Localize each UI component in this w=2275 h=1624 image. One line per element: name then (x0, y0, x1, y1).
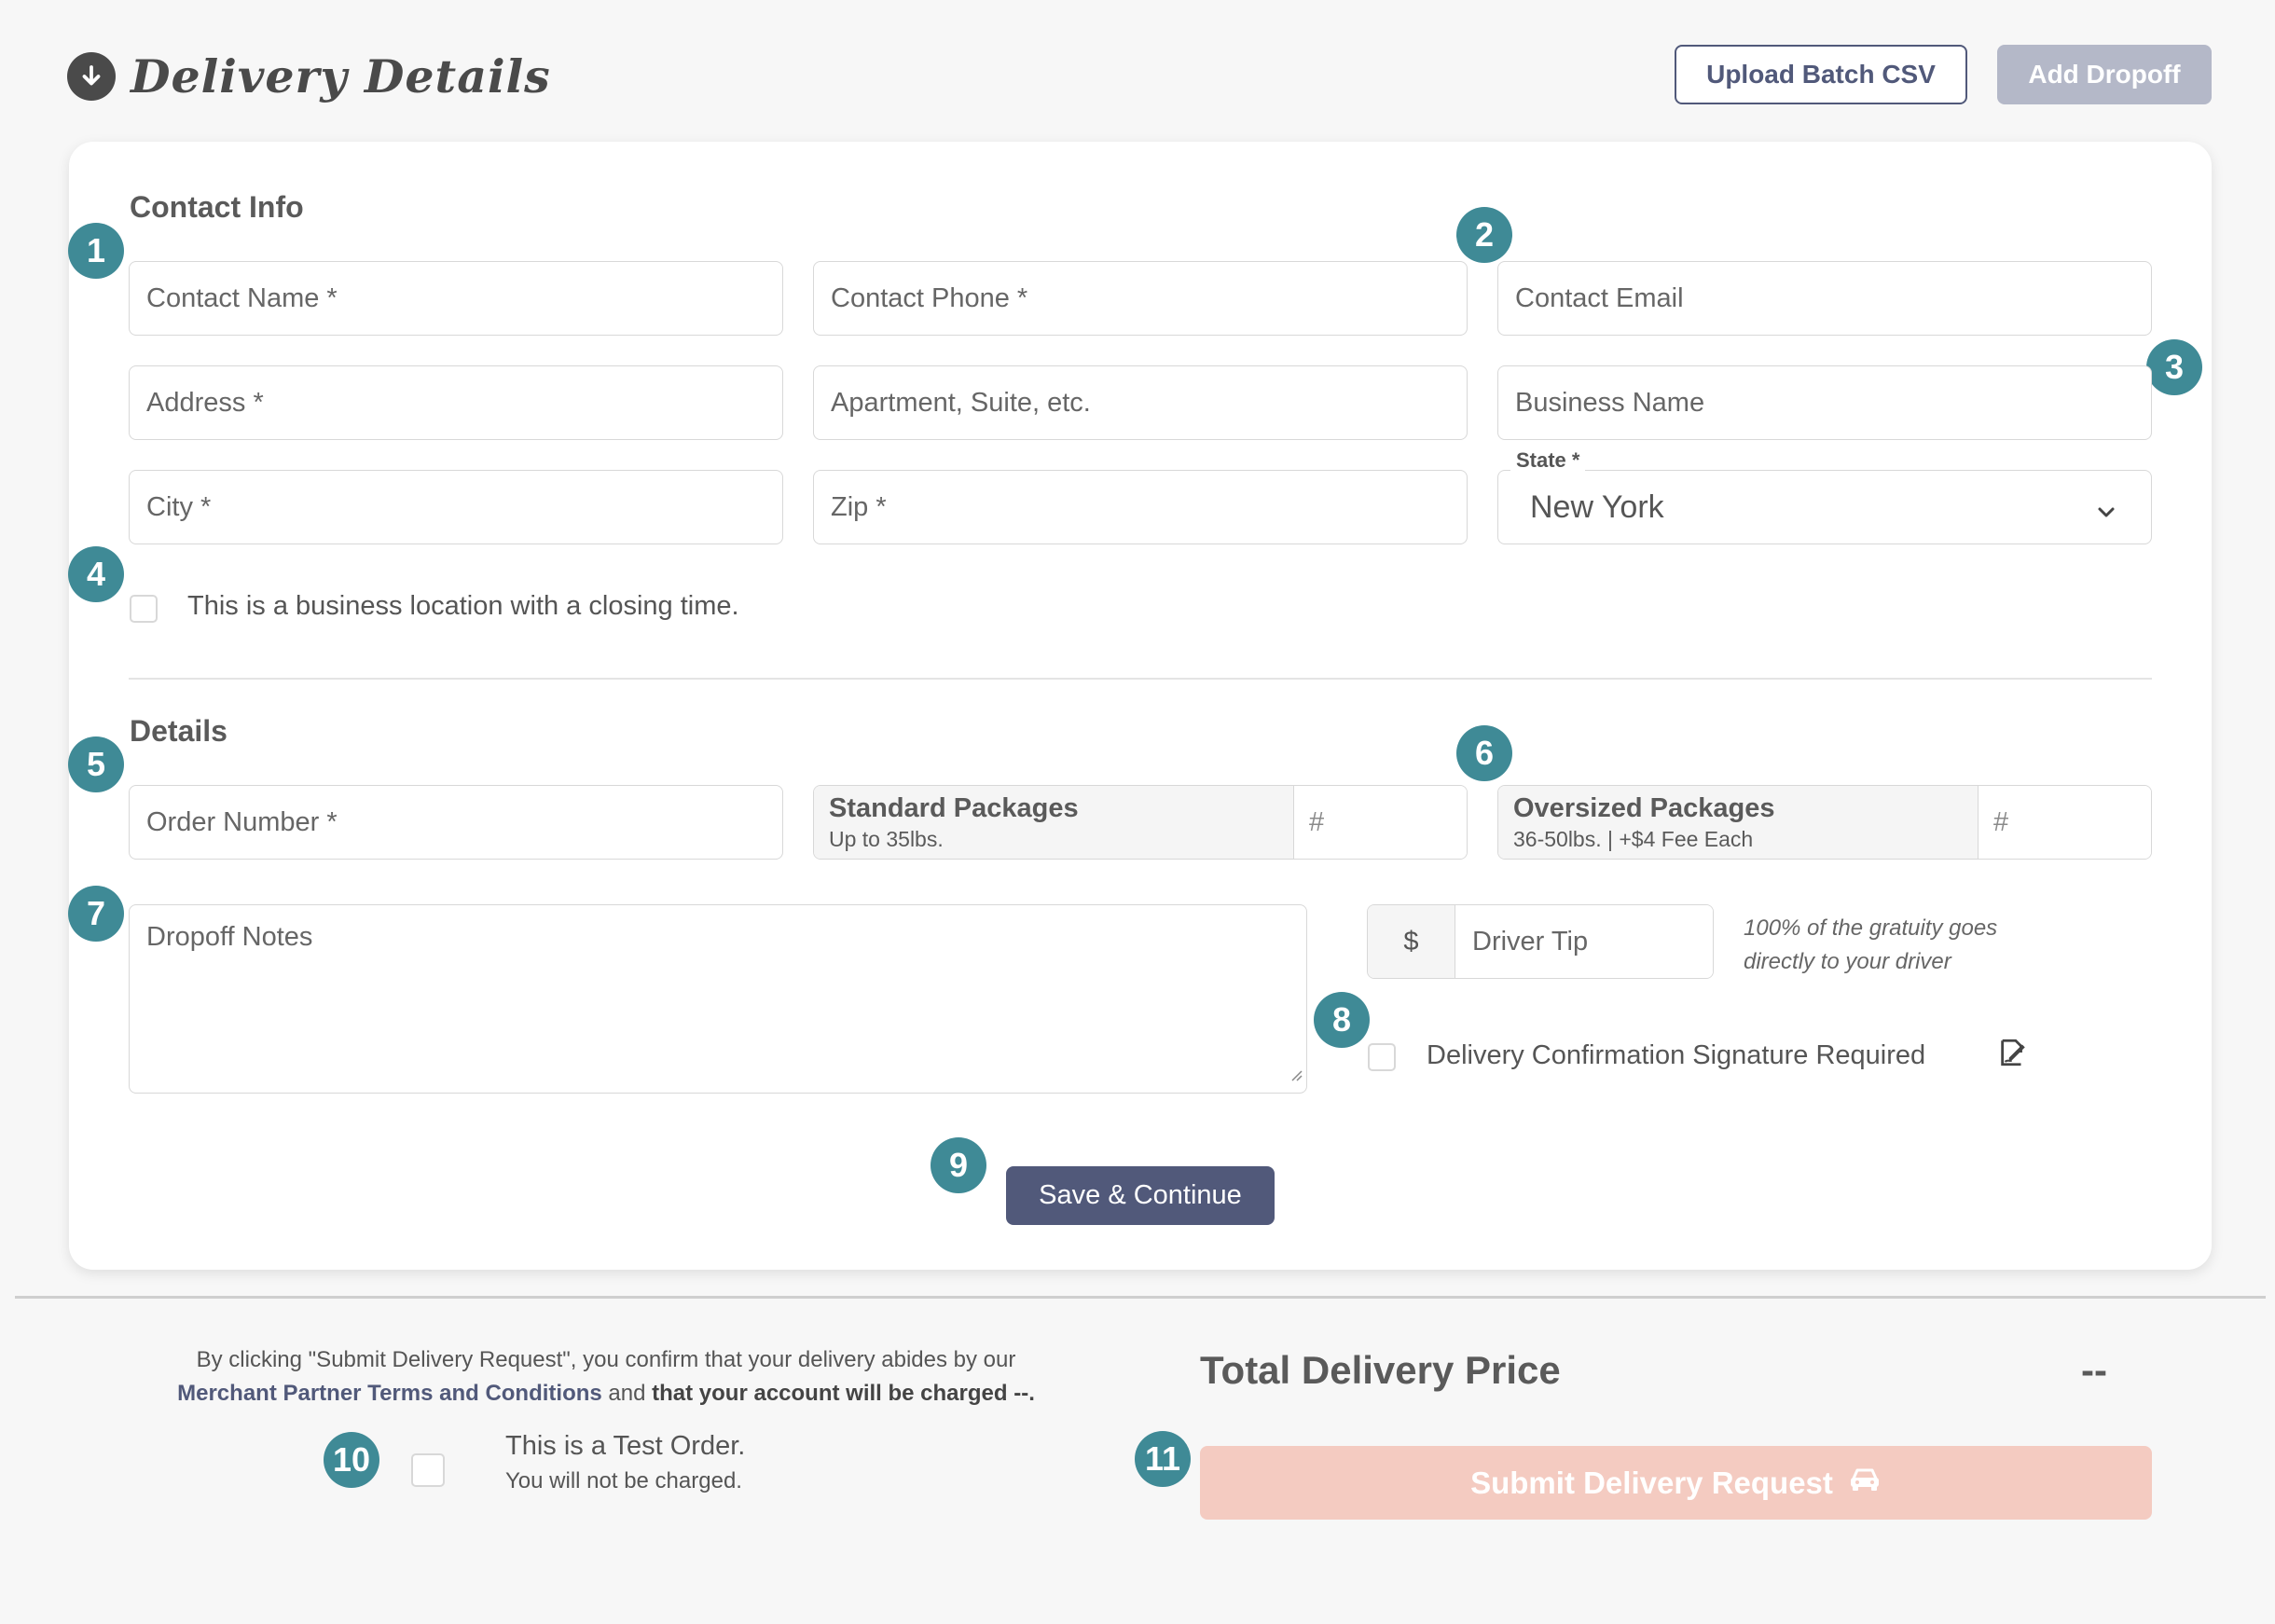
dollar-prefix: $ (1368, 905, 1455, 978)
step-badge-4: 4 (68, 546, 124, 602)
standard-packages-title: Standard Packages (829, 793, 1079, 823)
business-name-input[interactable]: Business Name (1497, 365, 2152, 440)
zip-input[interactable]: Zip * (813, 470, 1468, 544)
step-badge-7: 7 (68, 886, 124, 942)
state-select[interactable]: New York (1497, 470, 2152, 544)
oversized-packages-title: Oversized Packages (1513, 793, 1775, 823)
details-heading: Details (130, 714, 228, 748)
driver-tip-input[interactable]: Driver Tip (1455, 905, 1713, 978)
resize-handle-icon[interactable] (1289, 1059, 1303, 1090)
standard-packages-sub: Up to 35lbs. (829, 827, 944, 851)
tip-note-line1: 100% of the gratuity goes (1744, 915, 1998, 941)
footer-divider (15, 1296, 2266, 1299)
standard-packages-addon: Standard Packages Up to 35lbs. (814, 786, 1294, 859)
upload-batch-csv-button[interactable]: Upload Batch CSV (1675, 45, 1967, 104)
step-badge-1: 1 (68, 223, 124, 279)
total-price-value: -- (2081, 1348, 2107, 1392)
step-badge-11: 11 (1135, 1431, 1191, 1487)
legal-prefix: By clicking "Submit Delivery Request", y… (196, 1347, 1016, 1372)
save-continue-button[interactable]: Save & Continue (1006, 1166, 1275, 1225)
dropoff-notes-placeholder: Dropoff Notes (146, 922, 313, 952)
contact-info-heading: Contact Info (130, 190, 304, 224)
submit-delivery-button[interactable]: Submit Delivery Request (1200, 1446, 2152, 1520)
submit-delivery-label: Submit Delivery Request (1470, 1465, 1833, 1500)
tip-note: 100% of the gratuity goes directly to yo… (1744, 912, 1997, 979)
standard-packages-group: Standard Packages Up to 35lbs. # (813, 785, 1468, 860)
oversized-packages-sub: 36-50lbs. | +$4 Fee Each (1513, 827, 1754, 851)
section-divider (129, 678, 2152, 680)
step-badge-3: 3 (2146, 339, 2202, 395)
signature-required-checkbox[interactable] (1368, 1043, 1396, 1071)
apartment-input[interactable]: Apartment, Suite, etc. (813, 365, 1468, 440)
state-select-value: New York (1530, 489, 1664, 525)
oversized-packages-addon: Oversized Packages 36-50lbs. | +$4 Fee E… (1498, 786, 1979, 859)
chevron-down-icon (2095, 495, 2117, 531)
city-input[interactable]: City * (129, 470, 783, 544)
legal-text: By clicking "Submit Delivery Request", y… (112, 1343, 1100, 1411)
test-order-sub: You will not be charged. (505, 1468, 742, 1493)
contact-name-input[interactable]: Contact Name * (129, 261, 783, 336)
address-input[interactable]: Address * (129, 365, 783, 440)
test-order-checkbox[interactable] (411, 1453, 445, 1487)
signature-icon (1997, 1037, 2029, 1073)
contact-email-input[interactable]: Contact Email (1497, 261, 2152, 336)
closing-time-label: This is a business location with a closi… (187, 591, 739, 621)
driver-tip-group: $ Driver Tip (1367, 904, 1714, 979)
step-badge-6: 6 (1456, 725, 1512, 781)
add-dropoff-button[interactable]: Add Dropoff (1997, 45, 2212, 104)
oversized-packages-group: Oversized Packages 36-50lbs. | +$4 Fee E… (1497, 785, 2152, 860)
page-title: Delivery Details (131, 49, 551, 103)
dropoff-notes-textarea[interactable]: Dropoff Notes (129, 904, 1307, 1094)
step-badge-5: 5 (68, 736, 124, 792)
legal-charge-text: that your account will be charged --. (652, 1381, 1035, 1406)
step-badge-10: 10 (324, 1432, 379, 1488)
test-order-label: This is a Test Order. (505, 1431, 746, 1461)
terms-link[interactable]: Merchant Partner Terms and Conditions (177, 1381, 602, 1406)
state-label: State * (1510, 448, 1586, 473)
order-number-input[interactable]: Order Number * (129, 785, 783, 860)
step-badge-9: 9 (931, 1137, 986, 1193)
signature-required-label: Delivery Confirmation Signature Required (1427, 1040, 1926, 1070)
contact-phone-input[interactable]: Contact Phone * (813, 261, 1468, 336)
car-icon (1848, 1466, 1882, 1501)
step-badge-2: 2 (1456, 207, 1512, 263)
standard-packages-qty-input[interactable]: # (1294, 786, 1467, 859)
step-badge-8: 8 (1314, 992, 1370, 1048)
closing-time-checkbox[interactable] (130, 595, 158, 623)
tip-note-line2: directly to your driver (1744, 949, 1951, 974)
total-price-label: Total Delivery Price (1200, 1348, 1561, 1392)
legal-and: and (608, 1381, 646, 1406)
oversized-packages-qty-input[interactable]: # (1979, 786, 2151, 859)
arrow-down-circle-icon (67, 52, 116, 101)
